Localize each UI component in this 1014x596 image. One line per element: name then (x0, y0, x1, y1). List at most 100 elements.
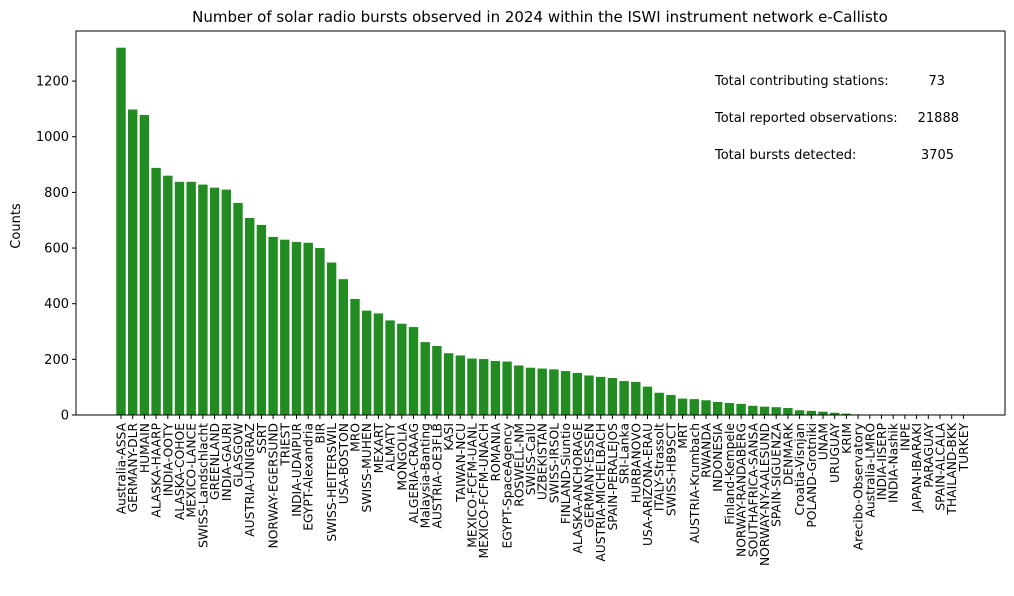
x-tick-label: FINLAND-Siuntio (559, 423, 573, 524)
x-tick-label: NORWAY-RANDABERG (735, 423, 749, 557)
bar (560, 371, 571, 415)
x-tick-label: KASI (442, 423, 456, 451)
x-tick-label: HUMAIN (138, 423, 152, 473)
bar (209, 187, 220, 415)
x-tick-label: POLAND-Grotniki (805, 423, 819, 528)
x-tick-label: HURBANOVO (629, 423, 643, 503)
x-tick-label: UZBEKISTAN (536, 423, 550, 500)
bar (256, 224, 267, 415)
bar (748, 405, 758, 415)
x-tick-label: THAILAND-BKK (945, 422, 959, 516)
x-tick-label: AUSTRIA-Krumbach (688, 423, 702, 543)
bar (151, 167, 161, 415)
bar (443, 353, 454, 415)
x-tick-label: NORWAY-EGERSUND (267, 423, 281, 548)
x-tick-label: SWISS-CalU (524, 423, 538, 495)
bar (291, 241, 302, 415)
bar (596, 376, 606, 415)
x-tick-label: AUSTRIA-MICHELBACH (594, 423, 608, 562)
x-tick-label: INPE (898, 423, 912, 451)
x-tick-label: Arecibo-Observatory (852, 423, 866, 550)
stats-annotation: Total contributing stations: 73 Total re… (714, 74, 959, 163)
y-tick-label: 200 (44, 353, 69, 368)
x-tick-label: SPAIN-SIGUENZA (770, 422, 784, 526)
bar (174, 181, 185, 415)
x-tick-label: JAPAN-IBARAKI (910, 423, 924, 513)
x-tick-label: INDONESIA (711, 422, 725, 491)
x-tick-label: GLASGOW (232, 423, 246, 487)
bar (280, 239, 290, 415)
bar (549, 369, 559, 415)
bar (689, 399, 699, 415)
bar (385, 320, 395, 415)
x-tick-label: ALMATY (384, 423, 398, 472)
x-tick-label: INDIA-GAURI (220, 423, 234, 501)
y-axis-label: Counts (9, 203, 24, 249)
x-tick-label: SWISS-Landschlacht (196, 423, 210, 548)
bar (268, 236, 278, 415)
bars (116, 47, 875, 415)
x-tick-label: UNAM (817, 423, 831, 460)
bar (537, 368, 547, 415)
bar (397, 323, 407, 415)
bar (572, 372, 582, 415)
y-tick-label: 600 (44, 242, 69, 257)
y-tick-label: 800 (44, 186, 69, 201)
x-tick-label: AUSTRIA-OE3FLB (430, 423, 444, 528)
x-tick-label: BIR (313, 423, 327, 444)
bar (186, 181, 196, 415)
x-tick-label: SSRT (255, 423, 269, 454)
x-tick-label: SRI-Lanka (618, 423, 632, 484)
bar (221, 189, 231, 415)
bar (584, 375, 594, 415)
x-tick-label: URUGUAY (828, 423, 842, 484)
x-tick-label: MRT (676, 423, 690, 449)
x-tick-label: EGYPT-SpaceAgency (501, 423, 515, 549)
bar (303, 242, 313, 415)
x-tick-label: SWISS-HB9SCT (664, 423, 678, 517)
bar (373, 313, 384, 415)
bar (128, 109, 138, 415)
x-tick-label: GERMANY-ESSEN (583, 423, 597, 528)
bar (631, 381, 641, 415)
x-tick-label: ROMANIA (489, 422, 503, 481)
x-tick-label: Malaysia-Banting (419, 423, 433, 528)
x-tick-label: PARAGUAY (922, 423, 936, 488)
x-tick-label: Finland-Kempele (723, 423, 737, 525)
chart-title: Number of solar radio bursts observed in… (192, 8, 888, 26)
x-tick-label: SPAIN-ALCALA (934, 422, 948, 510)
x-tick-label: Croatia-Visnjan (793, 423, 807, 515)
x-tick-label: TRIEST (278, 423, 292, 467)
x-tick-label: ALASKA-ANCHORAGE (571, 423, 585, 554)
x-tick-label: USA-ARIZONA-ERAU (641, 423, 655, 546)
x-tick-label: SWISS-HEITERSWIL (325, 423, 339, 542)
bar (490, 361, 501, 415)
bar (467, 358, 477, 415)
x-tick-label: ITALY-Strassolt (653, 423, 667, 511)
bar (514, 365, 524, 415)
x-axis-ticks: Australia-ASSAGERMANY-DLRHUMAINALASKA-HA… (115, 415, 971, 566)
x-tick-label: SWISS-MUHEN (360, 423, 374, 512)
bar (233, 202, 243, 415)
bar (701, 400, 711, 415)
x-tick-label: Australia-ASSA (115, 422, 129, 514)
x-tick-label: ALGERIA-CRAAG (407, 423, 421, 523)
stat-observations-value: 21888 (918, 111, 959, 126)
x-tick-label: MONGOLIA (395, 422, 409, 490)
y-axis-ticks: 0 200 400 600 800 1000 1200 (36, 75, 76, 424)
bar (830, 412, 840, 415)
bar (420, 342, 430, 415)
bar (139, 115, 150, 415)
bar (677, 398, 688, 415)
x-tick-label: INDIA-IISERP (875, 423, 889, 500)
x-tick-label: ALASKA-COHOE (173, 423, 187, 520)
bar (525, 367, 536, 415)
x-tick-label: ROSWELL-NM (512, 423, 526, 507)
x-tick-label: Australia-LMRO (863, 423, 877, 518)
bar (666, 394, 676, 415)
bar (326, 262, 337, 415)
x-tick-label: SPAIN-PERALEJOS (606, 423, 620, 531)
bar (818, 411, 828, 415)
bar (198, 184, 208, 415)
